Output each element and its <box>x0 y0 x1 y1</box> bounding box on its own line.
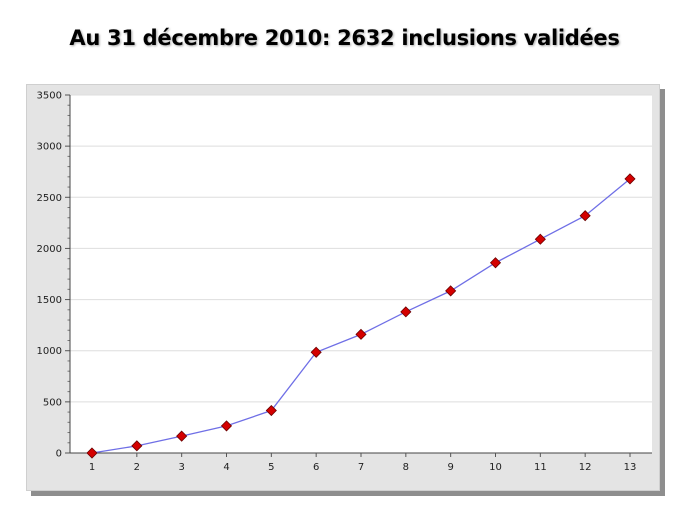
data-point <box>131 440 143 452</box>
y-tick-label: 2000 <box>37 244 62 255</box>
data-point <box>355 328 367 340</box>
y-tick-label: 500 <box>43 397 62 408</box>
y-tick-label: 3000 <box>37 142 62 153</box>
data-point <box>86 447 98 459</box>
data-point <box>220 420 233 432</box>
x-tick-label: 6 <box>313 462 319 473</box>
y-tick-label: 1500 <box>37 295 62 306</box>
x-tick-labels: 1 2 3 4 5 6 7 8 9 10 11 12 13 <box>89 462 637 473</box>
axes <box>65 94 652 457</box>
data-point <box>579 210 591 222</box>
y-tick-label: 3500 <box>37 91 62 102</box>
x-tick-label: 8 <box>403 462 409 473</box>
x-tick-label: 3 <box>178 462 184 473</box>
y-tick-label: 1000 <box>37 346 62 357</box>
x-tick-label: 13 <box>624 462 637 473</box>
y-tick-label: 2500 <box>37 193 62 204</box>
data-point <box>624 173 636 185</box>
x-tick-label: 7 <box>358 462 364 473</box>
data-point <box>400 306 412 318</box>
x-tick-label: 12 <box>579 462 592 473</box>
x-tick-label: 5 <box>268 462 274 473</box>
data-point <box>310 346 322 358</box>
series <box>86 173 636 459</box>
page-title: Au 31 décembre 2010: 2632 inclusions val… <box>69 26 620 50</box>
x-tick-label: 9 <box>447 462 453 473</box>
x-tick-label: 4 <box>223 462 229 473</box>
data-point <box>534 233 546 245</box>
y-tick-label: 0 <box>56 449 62 460</box>
x-tick-label: 10 <box>489 462 502 473</box>
y-tick-labels: 0 500 1000 1500 2000 2500 3000 3500 <box>37 91 62 460</box>
x-tick-label: 2 <box>134 462 140 473</box>
grid-lines <box>70 94 652 403</box>
plot-area <box>70 95 652 453</box>
data-point <box>489 257 502 269</box>
data-point <box>445 285 457 297</box>
x-tick-label: 1 <box>89 462 95 473</box>
data-point <box>265 404 277 417</box>
x-tick-label: 11 <box>534 462 547 473</box>
data-point <box>176 430 188 442</box>
